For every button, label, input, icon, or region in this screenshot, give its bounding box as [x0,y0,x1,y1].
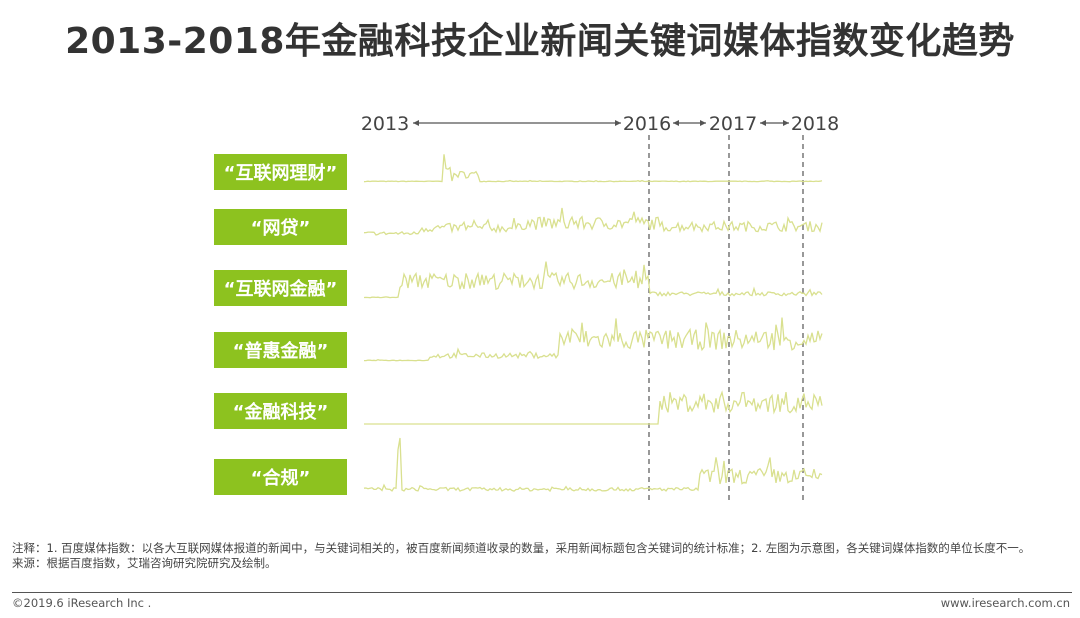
year-label-2013: 2013 [361,113,409,135]
keyword-label-2: “网贷” [214,209,347,245]
keyword-label-3: “互联网金融” [214,270,347,306]
page-title: 2013-2018年金融科技企业新闻关键词媒体指数变化趋势 [65,21,1015,62]
series-line-1 [363,154,823,183]
keyword-label-6: “合规” [214,459,347,495]
footnote-note: 注释：1. 百度媒体指数：以各大互联网媒体报道的新闻中，与关键词相关的，被百度新… [12,541,1031,555]
year-label-2017: 2017 [709,113,757,135]
timeline-arrow-0 [413,120,621,126]
year-label-2016: 2016 [623,113,671,135]
keyword-label-1: “互联网理财” [214,154,347,190]
timeline-arrow-2 [760,120,789,126]
timeline-axis: 2013 2016 2017 2018 [361,113,839,500]
series-line-4 [364,317,823,362]
series-lines [363,154,823,493]
keyword-label-5: “金融科技” [214,393,347,429]
footer-divider [12,592,1072,593]
keyword-label-4: “普惠金融” [214,332,347,368]
year-label-2018: 2018 [791,113,839,135]
copyright: ©2019.6 iResearch Inc . [12,596,152,610]
timeline-arrow-1 [673,120,706,126]
series-line-2 [363,207,823,236]
footnote: 注释：1. 百度媒体指数：以各大互联网媒体报道的新闻中，与关键词相关的，被百度新… [12,541,1072,571]
website: www.iresearch.com.cn [940,596,1070,610]
series-line-5 [364,390,823,425]
footnote-source: 来源：根据百度指数，艾瑞咨询研究院研究及绘制。 [12,556,277,570]
trend-chart: 2013 2016 2017 2018 [361,113,839,500]
series-line-3 [363,261,823,299]
series-line-6 [363,437,823,493]
